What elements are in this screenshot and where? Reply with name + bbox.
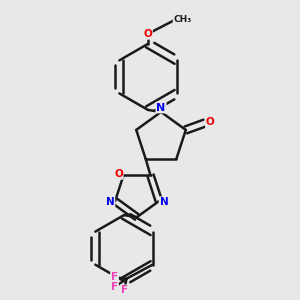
Text: F: F [111, 272, 118, 282]
Text: N: N [156, 103, 166, 112]
Text: N: N [106, 197, 114, 207]
Text: F: F [121, 285, 128, 295]
Text: O: O [114, 169, 123, 179]
Text: CH₃: CH₃ [173, 15, 192, 24]
Text: F: F [111, 282, 118, 292]
Text: O: O [143, 29, 152, 39]
Text: N: N [160, 197, 168, 207]
Text: O: O [206, 117, 214, 127]
